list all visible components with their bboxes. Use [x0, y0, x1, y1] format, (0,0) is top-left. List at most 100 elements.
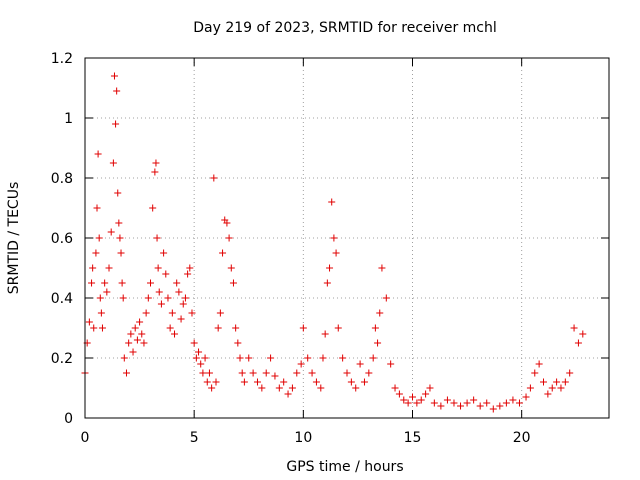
- data-point: [181, 294, 189, 302]
- data-point: [97, 309, 105, 317]
- data-point: [120, 354, 128, 362]
- data-point: [356, 360, 364, 368]
- data-point: [136, 318, 144, 326]
- y-tick-label: 1: [64, 111, 73, 127]
- data-point: [164, 294, 172, 302]
- data-point: [566, 369, 574, 377]
- data-point: [312, 378, 320, 386]
- data-point: [157, 300, 165, 308]
- data-point: [330, 234, 338, 242]
- data-point: [249, 369, 257, 377]
- data-point: [188, 309, 196, 317]
- data-point: [253, 378, 261, 386]
- data-point: [125, 339, 133, 347]
- data-point: [299, 324, 307, 332]
- data-point: [112, 120, 120, 128]
- data-point: [515, 399, 523, 407]
- data-point: [391, 384, 399, 392]
- data-point: [526, 384, 534, 392]
- data-point: [89, 264, 97, 272]
- data-point: [489, 405, 497, 413]
- data-point: [288, 384, 296, 392]
- data-point: [201, 354, 209, 362]
- series-srmtid: [81, 72, 587, 413]
- data-point: [133, 336, 141, 344]
- x-tick-label: 10: [294, 430, 312, 446]
- data-point: [347, 378, 355, 386]
- data-point: [152, 159, 160, 167]
- data-point: [95, 234, 103, 242]
- data-point: [118, 279, 126, 287]
- data-point: [382, 294, 390, 302]
- data-point: [374, 339, 382, 347]
- data-point: [147, 279, 154, 287]
- data-point: [144, 294, 152, 302]
- data-point: [162, 270, 170, 278]
- data-point: [236, 354, 244, 362]
- x-tick-label: 5: [190, 430, 199, 446]
- data-point: [308, 369, 316, 377]
- data-point: [334, 324, 342, 332]
- data-point: [574, 339, 582, 347]
- data-point: [142, 309, 150, 317]
- data-point: [114, 189, 122, 197]
- data-point: [352, 384, 360, 392]
- data-point: [483, 399, 491, 407]
- data-point: [262, 369, 270, 377]
- data-point: [227, 264, 235, 272]
- data-point: [192, 354, 200, 362]
- y-tick-label: 1.2: [51, 51, 73, 67]
- data-point: [293, 369, 301, 377]
- data-point: [149, 204, 157, 212]
- data-point: [109, 159, 117, 167]
- data-point: [101, 279, 109, 287]
- data-point: [166, 324, 174, 332]
- data-point: [463, 399, 471, 407]
- data-point: [197, 360, 205, 368]
- data-point: [395, 390, 403, 398]
- data-point: [339, 354, 347, 362]
- data-point: [85, 318, 93, 326]
- data-point: [105, 264, 113, 272]
- data-point: [531, 369, 539, 377]
- data-point: [168, 309, 176, 317]
- data-point: [553, 378, 561, 386]
- y-axis-label: SRMTID / TECUs: [6, 182, 22, 295]
- data-point: [343, 369, 351, 377]
- data-point: [360, 378, 368, 386]
- data-point: [208, 384, 216, 392]
- data-point: [199, 369, 207, 377]
- data-point: [267, 354, 275, 362]
- data-point: [119, 294, 127, 302]
- data-point: [171, 330, 179, 338]
- data-point: [240, 378, 248, 386]
- data-point: [561, 378, 569, 386]
- data-point: [223, 219, 231, 227]
- data-point: [90, 324, 98, 332]
- data-point: [387, 360, 395, 368]
- data-point: [522, 393, 530, 401]
- data-point: [258, 384, 266, 392]
- data-point: [117, 249, 125, 257]
- data-point: [275, 384, 283, 392]
- data-point: [216, 309, 224, 317]
- data-point: [173, 279, 181, 287]
- data-point: [88, 279, 96, 287]
- data-point: [131, 324, 139, 332]
- axis-ticks: 0 0.2 0.4 0.6 0.8 1 1.2 0 5 10 15 20: [51, 51, 609, 446]
- data-point: [138, 330, 146, 338]
- data-point: [413, 399, 421, 407]
- data-point: [557, 384, 565, 392]
- data-point: [245, 354, 253, 362]
- data-point: [153, 234, 161, 242]
- chart-title: Day 219 of 2023, SRMTID for receiver mch…: [193, 20, 497, 36]
- data-point: [376, 309, 384, 317]
- data-point: [94, 150, 102, 158]
- data-point: [422, 390, 430, 398]
- data-point: [437, 402, 445, 410]
- x-axis-label: GPS time / hours: [286, 459, 403, 475]
- data-point: [326, 264, 334, 272]
- data-point: [271, 372, 279, 380]
